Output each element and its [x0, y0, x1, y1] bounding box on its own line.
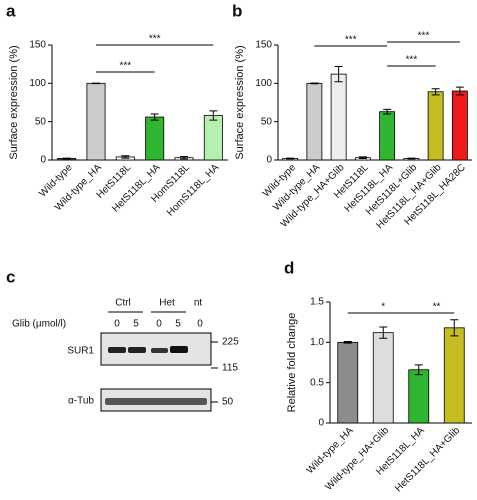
bar [306, 82, 323, 161]
significance-label: *** [418, 31, 430, 42]
band [108, 347, 126, 353]
panel-letter: d [284, 258, 294, 277]
dose: 5 [175, 319, 181, 330]
error-bar [334, 65, 343, 83]
dose: 0 [197, 319, 203, 330]
x-tick-label: Wild-type_HA+Glib [324, 425, 392, 493]
panel-letter: a [6, 1, 16, 20]
bar [203, 115, 223, 161]
error-bar [62, 157, 71, 160]
y-axis-label: Surface expression (%) [8, 45, 20, 159]
band [151, 348, 168, 353]
x-tick-label: HetS118L_HA+Glib [393, 425, 462, 494]
error-bar [150, 113, 159, 121]
y-axis-label: Relative fold change [286, 313, 298, 413]
significance-label: *** [406, 55, 418, 66]
error-bar [121, 155, 130, 159]
bar [86, 82, 106, 161]
dose-label: Glib (µmol/l) [12, 319, 66, 330]
y-tick-label: 0 [266, 155, 272, 166]
y-tick-label: 0 [318, 418, 324, 429]
error-bar [407, 157, 416, 160]
error-bar [310, 82, 319, 85]
panel-letter: c [6, 267, 15, 286]
bar [337, 341, 359, 424]
significance-label: *** [345, 35, 357, 46]
panel-letter: b [232, 1, 242, 20]
band-label: α-Tub [68, 396, 94, 407]
y-tick-label: 150 [255, 40, 272, 51]
error-bar [343, 341, 352, 344]
y-tick-label: 100 [255, 78, 272, 89]
y-tick-label: 50 [35, 116, 47, 127]
dose: 0 [156, 319, 162, 330]
dose: 5 [133, 319, 139, 330]
significance-label: *** [149, 34, 161, 45]
dose: 0 [114, 319, 120, 330]
error-bar [383, 108, 392, 115]
y-tick-label: 150 [29, 40, 46, 51]
y-tick-label: 0 [40, 155, 46, 166]
bar [443, 327, 465, 424]
error-bar [455, 86, 464, 96]
bar [330, 73, 347, 161]
y-axis-label: Surface expression (%) [234, 45, 246, 159]
group-label: nt [194, 298, 203, 309]
marker-label: 50 [222, 397, 234, 408]
group-label: Het [159, 298, 175, 309]
significance-label: *** [119, 61, 131, 72]
marker-label: 115 [222, 363, 238, 374]
band [105, 398, 207, 405]
error-bar [358, 156, 367, 159]
bar [408, 369, 430, 424]
bar [379, 111, 396, 161]
error-bar [414, 364, 423, 376]
y-tick-label: 100 [29, 78, 46, 89]
band [170, 346, 188, 353]
error-bar [209, 110, 218, 121]
marker-label: 225 [222, 337, 239, 348]
bar [427, 91, 444, 161]
significance-label: ** [433, 302, 441, 313]
x-tick-label: HomS118L_HA [165, 162, 222, 219]
bar [145, 116, 165, 161]
y-tick-label: 50 [261, 116, 273, 127]
error-bar [431, 88, 440, 96]
band-label: SUR1 [67, 346, 94, 357]
error-bar [379, 326, 388, 339]
significance-label: * [381, 302, 385, 313]
y-tick-label: 0.5 [310, 377, 324, 388]
blot-panel: c Ctrl Het nt Glib (µmol/l) 0 5 0 5 0 SU… [6, 267, 239, 412]
error-bar [180, 156, 188, 160]
band [128, 347, 146, 353]
error-bar [286, 157, 295, 160]
bar [372, 332, 394, 424]
error-bar [450, 319, 459, 337]
y-tick-label: 1.0 [310, 337, 324, 348]
group-label: Ctrl [115, 298, 131, 309]
bar [451, 90, 468, 161]
y-tick-label: 1.5 [310, 297, 324, 308]
